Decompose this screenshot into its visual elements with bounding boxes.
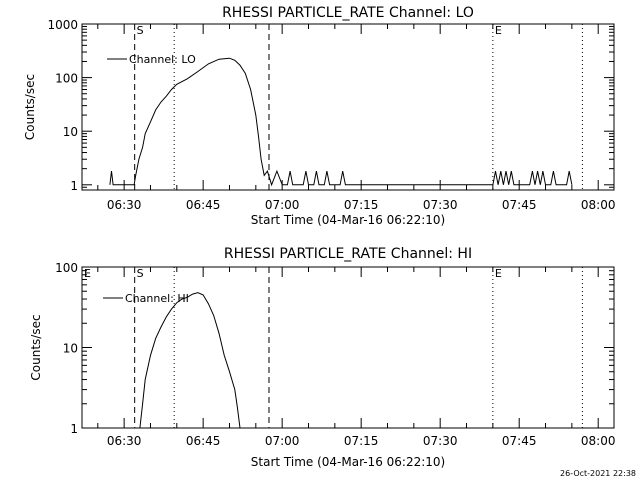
- x-tick-label: 07:45: [502, 434, 537, 448]
- y-tick-label: 100: [55, 261, 78, 275]
- x-tick-label: 07:45: [502, 198, 537, 212]
- plot-frame-1: [81, 23, 615, 191]
- x-axis-label: Start Time (04-Mar-16 06:22:10): [251, 455, 445, 469]
- y-tick-label: 10: [63, 125, 78, 139]
- y-axis-label: Counts/sec: [23, 74, 37, 140]
- x-tick-label: 06:45: [186, 198, 221, 212]
- event-marker-label: S: [137, 267, 144, 280]
- series-line-1: [109, 57, 573, 187]
- y-axis-label: Counts/sec: [29, 314, 43, 380]
- y-tick-label: 1000: [47, 18, 78, 32]
- x-tick-label: 07:00: [265, 434, 300, 448]
- legend-label: Channel: HI: [125, 292, 189, 305]
- x-tick-label: 06:45: [186, 434, 221, 448]
- x-axis-label: Start Time (04-Mar-16 06:22:10): [251, 213, 445, 227]
- x-tick-label: 06:30: [107, 434, 142, 448]
- event-marker-label: E: [495, 24, 502, 37]
- x-tick-label: 07:15: [344, 434, 379, 448]
- y-tick-label: 1: [70, 422, 78, 436]
- event-marker-label: E: [84, 267, 91, 280]
- x-tick-label: 08:00: [581, 198, 616, 212]
- x-tick-label: 06:30: [107, 198, 142, 212]
- series-line-2: [139, 292, 241, 428]
- x-tick-label: 07:30: [423, 198, 458, 212]
- timestamp: 26-Oct-2021 22:38: [560, 469, 636, 478]
- x-tick-label: 07:15: [344, 198, 379, 212]
- x-tick-label: 07:00: [265, 198, 300, 212]
- chart-title-1: RHESSI PARTICLE_RATE Channel: LO: [222, 5, 474, 21]
- chart-title-2: RHESSI PARTICLE_RATE Channel: HI: [224, 246, 472, 262]
- x-tick-label: 08:00: [581, 434, 616, 448]
- y-tick-label: 1: [70, 179, 78, 193]
- y-tick-label: 100: [55, 72, 78, 86]
- event-marker-label: E: [495, 267, 502, 280]
- y-tick-label: 10: [63, 342, 78, 356]
- x-tick-label: 07:30: [423, 434, 458, 448]
- event-marker-label: S: [137, 24, 144, 37]
- legend-label: Channel: LO: [129, 53, 196, 66]
